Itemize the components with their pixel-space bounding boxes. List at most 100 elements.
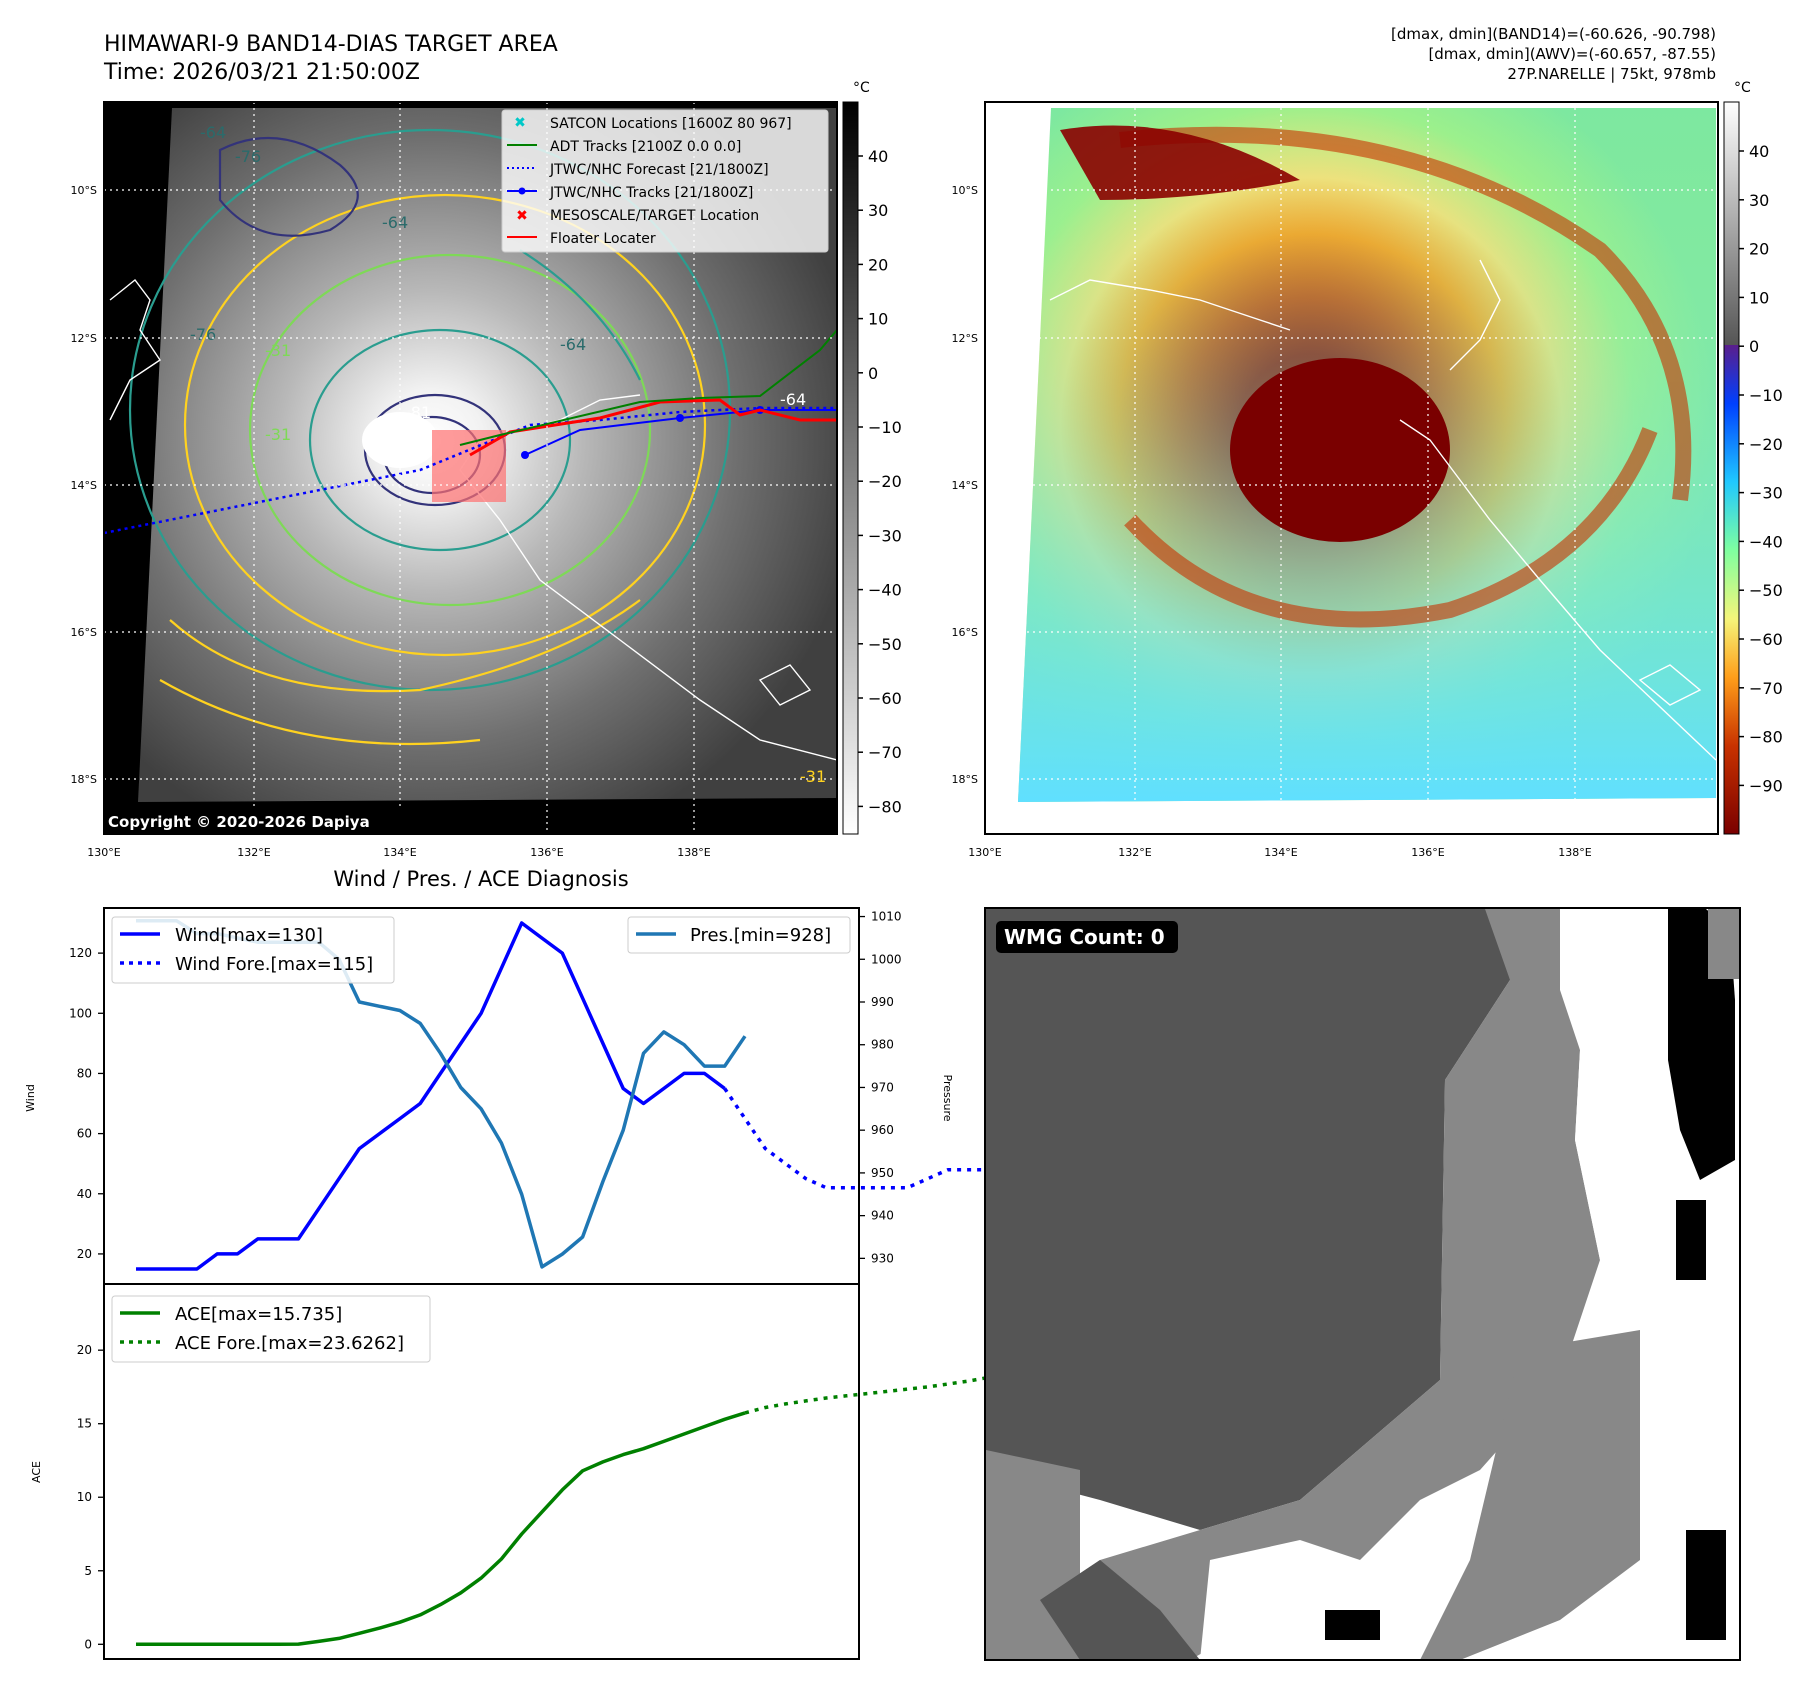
svg-text:JTWC/NHC Forecast [21/1800Z]: JTWC/NHC Forecast [21/1800Z] [549,162,769,178]
legend-item-jtwc-tracks: JTWC/NHC Tracks [21/1800Z] [507,185,753,201]
svg-text:-64: -64 [382,213,408,232]
svg-text:MESOSCALE/TARGET Location: MESOSCALE/TARGET Location [550,208,759,224]
svg-text:✖: ✖ [514,115,526,131]
svg-text:SATCON Locations [1600Z 80 967: SATCON Locations [1600Z 80 967] [550,116,792,132]
svg-text:14°S: 14°S [952,479,978,492]
awv-colorbar-tick-label: −40 [1749,532,1783,551]
ace-chart: ACE 0 5 10 15 20 ACE[max=15.735] ACE Fore.[m… [30,1283,1153,1660]
ir-colorbar-tick-label: 0 [868,364,878,383]
wind-tick-label: 40 [77,1187,92,1201]
adt-track [459,329,837,446]
ace-line [136,1411,746,1647]
wmg-classification-map [986,909,1740,1660]
svg-text:12°S: 12°S [71,332,97,345]
ir-panel: HIMAWARI-9 BAND14-DIAS TARGET AREA Time:… [71,32,902,859]
diagnosis-chart: Wind / Pres. / ACE Diagnosis Wind Pressu… [24,867,1255,1285]
svg-text:-76: -76 [235,147,261,166]
svg-text:132°E: 132°E [1118,846,1151,859]
wmg-panel: WMG Count: 0 [984,907,1741,1661]
awv-panel: [dmax, dmin](BAND14)=(-60.626, -90.798) … [952,25,1783,859]
pressure-tick-label: 1010 [871,910,902,924]
legend-ace-forecast: ACE Fore.[max=23.6262] [175,1333,404,1354]
awv-colorbar-tick-label: 30 [1749,191,1769,210]
ace-axis-label: ACE [30,1461,43,1483]
wind-legend: Wind[max=130] Wind Fore.[max=115] [111,916,395,984]
legend-item-floater: Floater Locater [507,231,656,247]
ir-colorbar-tick-label: −70 [868,743,902,762]
svg-text:-31: -31 [265,341,291,360]
wind-tick-label: 80 [77,1066,92,1080]
ir-lon-axis: 130°E 132°E 134°E 136°E 138°E [87,846,710,859]
svg-text:°C: °C [1734,80,1751,96]
svg-text:12°S: 12°S [952,332,978,345]
pressure-axis-label: Pressure [941,1075,954,1122]
wind-tick-label: 100 [69,1006,92,1020]
svg-text:-31: -31 [800,767,826,786]
svg-text:JTWC/NHC Tracks [21/1800Z]: JTWC/NHC Tracks [21/1800Z] [549,185,753,201]
svg-text:134°E: 134°E [383,846,416,859]
svg-text:138°E: 138°E [1558,846,1591,859]
awv-colorbar-tick-label: −70 [1749,679,1783,698]
ace-tick-label: 0 [84,1637,92,1651]
svg-text:WMG Count: 0: WMG Count: 0 [1004,925,1165,949]
awv-colorbar-tick-label: −20 [1749,435,1783,454]
awv-lat-axis: 10°S 12°S 14°S 16°S 18°S [952,184,978,786]
pressure-legend: Pres.[min=928] [627,916,851,954]
svg-text:✖: ✖ [516,208,528,224]
ace-ticks: 0 5 10 15 20 [77,1343,104,1651]
svg-text:-31: -31 [265,425,291,444]
wind-axis-label: Wind [24,1084,37,1112]
awv-colorbar-tick-label: −90 [1749,776,1783,795]
awv-colorbar-tick-label: −10 [1749,386,1783,405]
svg-text:Copyright © 2020-2026 Dapiya: Copyright © 2020-2026 Dapiya [108,813,370,831]
wind-tick-label: 60 [77,1127,92,1141]
pressure-tick-label: 950 [871,1166,894,1180]
svg-text:-64: -64 [780,390,806,409]
svg-text:°C: °C [853,80,870,96]
svg-text:132°E: 132°E [237,846,270,859]
svg-text:Floater Locater: Floater Locater [550,231,656,247]
wmg-count-badge: WMG Count: 0 [996,921,1178,953]
svg-text:138°E: 138°E [677,846,710,859]
ace-series [136,1295,1153,1647]
ir-contour-labels: -64 -76 -64 -76 -64 -31 -31 -81 -64 -31 [190,123,826,786]
ir-colorbar-tick-label: 30 [868,201,888,220]
pressure-tick-label: 940 [871,1209,894,1223]
awv-colorbar-tick-label: −60 [1749,630,1783,649]
awv-colorbar-tick-label: 10 [1749,288,1769,307]
ir-colorbar-tick-label: −80 [868,797,902,816]
awv-colorbar-tick-label: 40 [1749,142,1769,161]
ir-colorbar-tick-label: −50 [868,635,902,654]
svg-text:[dmax, dmin](BAND14)=(-60.626,: [dmax, dmin](BAND14)=(-60.626, -90.798) [1391,25,1716,43]
awv-satellite-image [985,102,1718,834]
svg-text:ADT Tracks [2100Z 0.0 0.0]: ADT Tracks [2100Z 0.0 0.0] [550,139,741,155]
wind-ticks: 20 40 60 80 100 120 [69,946,104,1261]
svg-text:10°S: 10°S [71,184,97,197]
ace-tick-label: 5 [84,1564,92,1578]
awv-colorbar-tick-label: 20 [1749,240,1769,259]
awv-colorbar: °C 40 30 20 10 0 −10 −20 −30 −40 −50 −60 −70 −80 −90 [1723,80,1783,835]
svg-text:27P.NARELLE | 75kt, 978mb: 27P.NARELLE | 75kt, 978mb [1507,65,1716,83]
svg-text:10°S: 10°S [952,184,978,197]
svg-text:16°S: 16°S [71,626,97,639]
ace-tick-label: 20 [77,1343,92,1357]
ir-colorbar-tick-label: −40 [868,581,902,600]
legend-pressure: Pres.[min=928] [690,925,831,946]
svg-text:134°E: 134°E [1264,846,1297,859]
svg-text:-64: -64 [560,335,586,354]
ir-colorbar-tick-label: −10 [868,418,902,437]
svg-text:16°S: 16°S [952,626,978,639]
svg-text:130°E: 130°E [87,846,120,859]
awv-colorbar-tick-label: −30 [1749,484,1783,503]
awv-coastline [1049,259,1717,761]
wind-tick-label: 120 [69,946,92,960]
svg-text:18°S: 18°S [71,773,97,786]
pressure-tick-label: 980 [871,1038,894,1052]
floater-track [469,398,837,457]
pressure-tick-label: 970 [871,1080,894,1094]
pressure-tick-label: 930 [871,1251,894,1265]
wind-tick-label: 20 [77,1247,92,1261]
svg-text:-64: -64 [200,123,226,142]
pressure-tick-label: 960 [871,1123,894,1137]
